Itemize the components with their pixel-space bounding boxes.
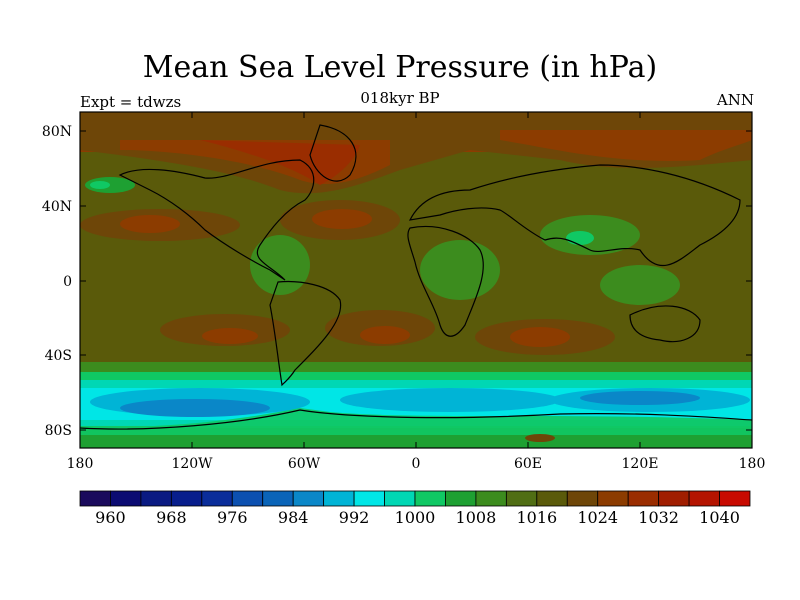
colorbar-swatch xyxy=(658,490,690,507)
colorbar-swatch xyxy=(140,490,172,507)
colorbar-swatch xyxy=(170,490,203,507)
colorbar-swatch xyxy=(384,490,416,507)
colorbar xyxy=(79,490,751,507)
colorbar-swatch xyxy=(445,490,477,507)
lon-tick-label: 120E xyxy=(622,456,659,472)
colorbar-label: 984 xyxy=(277,508,309,527)
colorbar-label: 1040 xyxy=(699,508,740,527)
colorbar-swatch xyxy=(597,490,629,507)
lat-tick-label: 80S xyxy=(45,423,72,439)
colorbar-swatch xyxy=(505,490,538,507)
colorbar-label: 1008 xyxy=(455,508,497,527)
colorbar-label: 992 xyxy=(338,508,370,527)
lon-tick-label: 180 xyxy=(739,456,766,472)
colorbar-swatch xyxy=(414,490,446,507)
lat-tick-label: 80N xyxy=(42,124,72,140)
lon-tick-label: 180 xyxy=(67,456,94,472)
colorbar-label: 1024 xyxy=(577,508,619,527)
lat-tick-label: 40N xyxy=(42,199,72,215)
season-label: ANN xyxy=(716,91,754,109)
lon-tick-label: 60E xyxy=(514,456,542,472)
colorbar-label: 1032 xyxy=(638,508,679,527)
colorbar-swatch xyxy=(566,490,599,507)
colorbar-swatch xyxy=(110,490,142,507)
colorbar-swatch xyxy=(231,490,264,507)
pressure-field xyxy=(80,112,752,448)
colorbar-swatch xyxy=(475,490,507,507)
colorbar-label: 1016 xyxy=(516,508,558,527)
tick-marks xyxy=(80,112,752,448)
colorbar-swatch xyxy=(719,490,751,507)
colorbar-swatch xyxy=(201,490,233,507)
map-title: Mean Sea Level Pressure (in hPa) xyxy=(142,50,658,85)
map-subtitle: 018kyr BP xyxy=(360,89,440,107)
lon-tick-label: 60W xyxy=(288,456,321,472)
colorbar-swatch xyxy=(292,490,325,507)
colorbar-swatch xyxy=(262,490,294,507)
lon-tick-label: 0 xyxy=(412,456,421,472)
colorbar-label: 960 xyxy=(95,508,126,527)
colorbar-swatch xyxy=(688,490,720,507)
colorbar-label: 976 xyxy=(216,508,248,527)
lat-tick-label: 0 xyxy=(63,274,72,290)
colorbar-swatch xyxy=(536,490,568,507)
coastlines xyxy=(80,124,752,430)
lat-tick-label: 40S xyxy=(45,348,72,364)
colorbar-swatch xyxy=(79,490,111,507)
lon-tick-label: 120W xyxy=(171,456,213,472)
experiment-label: Expt = tdwzs xyxy=(80,93,182,111)
colorbar-label: 1000 xyxy=(394,508,436,527)
colorbar-swatch xyxy=(323,490,355,507)
colorbar-swatch xyxy=(353,490,385,507)
colorbar-label: 968 xyxy=(156,508,187,527)
colorbar-swatch xyxy=(627,490,660,507)
